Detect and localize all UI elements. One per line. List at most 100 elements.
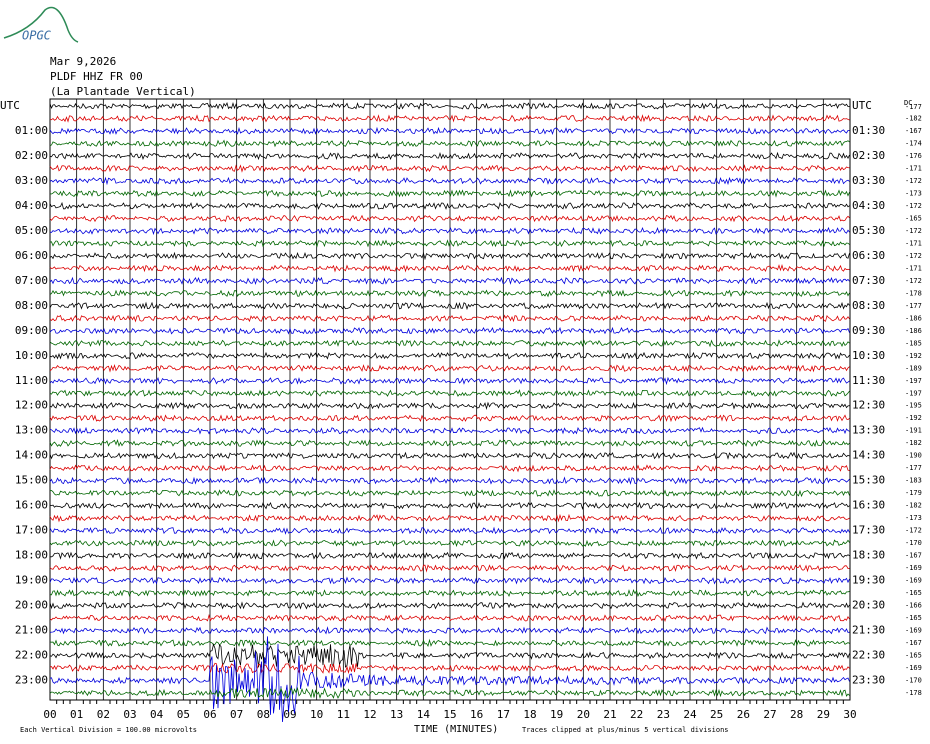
x-tick-label: 24 (683, 708, 697, 721)
dc-value: -197 (905, 389, 922, 397)
x-tick-label: 02 (97, 708, 110, 721)
trace (49, 364, 850, 373)
left-time-label: 02:00 (15, 149, 48, 162)
station: PLDF HHZ FR 00 (50, 70, 143, 83)
right-time-label: 09:30 (852, 324, 885, 337)
x-tick-label: 15 (443, 708, 456, 721)
dc-value: -179 (905, 489, 922, 497)
dc-value: -169 (905, 577, 922, 585)
trace (49, 438, 850, 448)
trace (49, 501, 850, 510)
right-time-label: 13:30 (852, 424, 885, 437)
right-time-label: 05:30 (852, 224, 885, 237)
trace (49, 214, 850, 223)
dc-value: -172 (905, 527, 922, 535)
dc-value: -171 (905, 239, 922, 247)
x-tick-label: 05 (177, 708, 190, 721)
left-time-label: 05:00 (15, 224, 48, 237)
footer-clip: Traces clipped at plus/minus 5 vertical … (522, 726, 729, 734)
trace (49, 686, 850, 699)
x-tick-label: 08 (257, 708, 270, 721)
trace (49, 251, 850, 261)
left-time-label: 23:00 (15, 674, 48, 687)
trace (49, 351, 850, 360)
dc-value: -174 (905, 139, 922, 147)
right-time-label: 11:30 (852, 374, 885, 387)
trace (49, 139, 850, 148)
trace (49, 643, 850, 668)
right-time-label: 17:30 (852, 524, 885, 537)
trace (49, 264, 850, 273)
x-tick-label: 23 (657, 708, 670, 721)
dc-value: -177 (905, 464, 922, 472)
right-time-label: 10:30 (852, 349, 885, 362)
x-tick-label: 17 (497, 708, 510, 721)
dc-value: -185 (905, 339, 922, 347)
x-tick-label: 13 (390, 708, 403, 721)
left-time-label: 06:00 (15, 249, 48, 262)
x-tick-label: 18 (523, 708, 536, 721)
left-time-label: 11:00 (15, 374, 48, 387)
dc-value: -166 (905, 602, 922, 610)
dc-value: -182 (905, 114, 922, 122)
dc-value: -169 (905, 564, 922, 572)
left-time-label: 01:00 (15, 124, 48, 137)
dc-value: -173 (905, 514, 922, 522)
x-tick-label: 20 (577, 708, 590, 721)
x-tick-label: 11 (337, 708, 350, 721)
dc-value: -178 (905, 689, 922, 697)
right-time-label: 19:30 (852, 574, 885, 587)
right-time-label: 02:30 (852, 149, 885, 162)
right-time-label: 12:30 (852, 399, 885, 412)
trace (49, 526, 850, 535)
right-time-label: 16:30 (852, 499, 885, 512)
x-tick-label: 28 (790, 708, 803, 721)
x-tick-label: 21 (603, 708, 616, 721)
x-tick-label: 19 (550, 708, 563, 721)
right-time-label: 01:30 (852, 124, 885, 137)
trace (49, 551, 850, 560)
x-tick-label: 00 (43, 708, 56, 721)
x-tick-label: 04 (150, 708, 164, 721)
trace (49, 326, 850, 335)
right-time-label: 04:30 (852, 199, 885, 212)
left-time-label: 16:00 (15, 499, 48, 512)
trace (49, 476, 850, 485)
trace (49, 636, 850, 723)
dc-value: -186 (905, 327, 922, 335)
right-time-label: 08:30 (852, 299, 885, 312)
date: Mar 9,2026 (50, 55, 116, 68)
dc-value: -170 (905, 539, 922, 547)
left-time-label: 20:00 (15, 599, 48, 612)
dc-value: -191 (905, 427, 922, 435)
dc-value: -189 (905, 364, 922, 372)
dc-value: -169 (905, 664, 922, 672)
dc-value: -190 (905, 452, 922, 460)
dc-value: -165 (905, 214, 922, 222)
x-tick-label: 14 (417, 708, 431, 721)
trace (49, 638, 850, 648)
trace (49, 189, 850, 198)
left-time-label: 22:00 (15, 649, 48, 662)
x-tick-label: 29 (817, 708, 830, 721)
right-time-label: 14:30 (852, 449, 885, 462)
trace (49, 201, 850, 210)
dc-value: -172 (905, 177, 922, 185)
dc-value: -192 (905, 352, 922, 360)
right-time-label: 22:30 (852, 649, 885, 662)
dc-value: -178 (905, 289, 922, 297)
x-tick-label: 26 (737, 708, 750, 721)
logo-curve (3, 6, 79, 43)
dc-value: -183 (905, 477, 922, 485)
dc-value: -169 (905, 627, 922, 635)
trace (49, 414, 850, 423)
dc-value: -171 (905, 164, 922, 172)
left-time-label: 07:00 (15, 274, 48, 287)
dc-value: -177 (905, 103, 922, 111)
dc-value: -197 (905, 377, 922, 385)
x-tick-label: 16 (470, 708, 483, 721)
dc-value: -167 (905, 127, 922, 135)
x-tick-label: 22 (630, 708, 643, 721)
